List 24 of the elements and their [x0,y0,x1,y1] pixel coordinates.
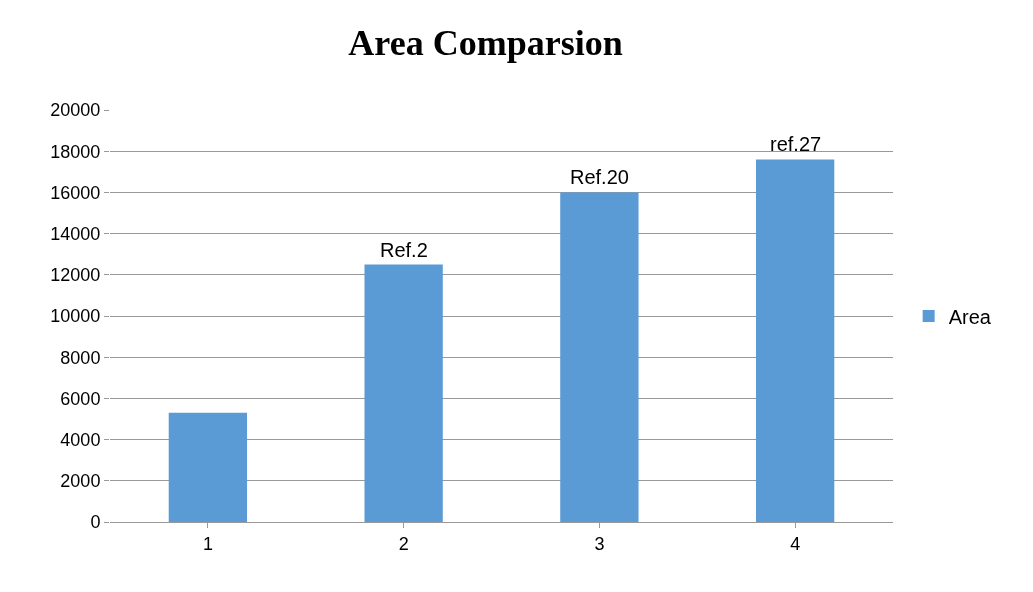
bar [168,412,248,522]
y-tick-label: 14000 [50,223,101,244]
x-tick-label: 2 [398,533,409,554]
legend-label: Area [948,305,992,328]
annotation: Ref.20 [570,166,629,188]
y-tick-label: 12000 [50,265,101,286]
bar [755,159,835,522]
y-tick-label: 0 [90,512,101,533]
x-tick-label: 3 [594,533,605,554]
annotation: Ref.2 [380,239,428,261]
y-tick-label: 6000 [60,388,101,409]
y-tick-label: 8000 [60,347,101,368]
y-tick-label: 2000 [60,471,101,492]
y-tick-label: 10000 [50,306,101,327]
y-tick-label: 20000 [50,100,101,121]
x-tick-label: 4 [790,533,801,554]
chart-title: Area Comparsion [348,22,623,63]
bar [364,264,443,522]
y-tick-label: 4000 [60,429,101,450]
y-tick-label: 16000 [50,182,101,203]
y-tick-label: 18000 [50,141,101,162]
bar [560,192,639,522]
x-tick-label: 1 [202,533,213,554]
annotation: ref.27 [770,133,822,155]
